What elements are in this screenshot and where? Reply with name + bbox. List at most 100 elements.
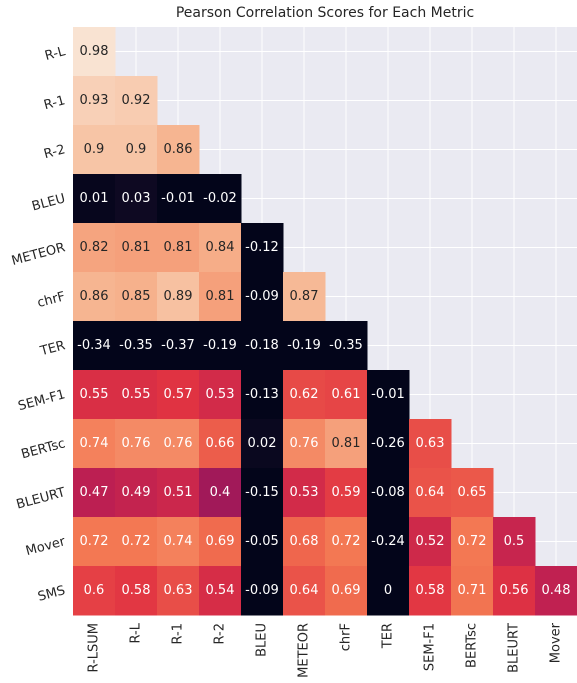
x-tick-label: BLEU: [255, 623, 270, 657]
heatmap-cell: [409, 468, 452, 518]
heatmap-cell: [73, 174, 116, 224]
heatmap-cell: [283, 468, 326, 518]
heatmap-cell: [367, 419, 410, 469]
heatmap-cell: [115, 370, 158, 420]
cell-label: 0.74: [164, 534, 193, 549]
heatmap-cell: [199, 223, 242, 273]
cell-label: 0.69: [332, 583, 361, 598]
cell-label: 0.5: [504, 534, 525, 549]
cell-label: 0.51: [164, 485, 193, 500]
heatmap-cell: [325, 370, 368, 420]
heatmap-cell: [73, 517, 116, 567]
heatmap-cell: [115, 272, 158, 322]
x-tick-label: R-LSUM: [87, 623, 102, 672]
cell-label: 0.63: [416, 436, 445, 451]
heatmap-cell: [325, 517, 368, 567]
cell-label: 0.64: [416, 485, 445, 500]
cell-label: 0.58: [122, 583, 151, 598]
cell-label: 0.74: [80, 436, 109, 451]
cell-label: 0.53: [290, 485, 319, 500]
cell-label: -0.19: [203, 338, 237, 353]
cell-label: -0.35: [119, 338, 153, 353]
cell-label: 0.61: [332, 387, 361, 402]
heatmap-cell: [451, 517, 494, 567]
heatmap-cell: [241, 468, 284, 518]
x-tick-label: Mover: [549, 622, 564, 663]
heatmap-cell: [367, 566, 410, 616]
cell-label: 0.72: [122, 534, 151, 549]
heatmap-cell: [73, 370, 116, 420]
y-tick-label: METEOR: [10, 240, 67, 269]
heatmap-cell: [199, 517, 242, 567]
y-tick-label: Mover: [24, 534, 67, 559]
heatmap-cell: [367, 370, 410, 420]
heatmap-cell: [73, 223, 116, 273]
heatmap-cell: [241, 419, 284, 469]
cell-label: -0.24: [371, 534, 405, 549]
cell-label: 0.52: [416, 534, 445, 549]
heatmap-cell: [241, 223, 284, 273]
heatmap-cell: [157, 419, 200, 469]
cell-label: 0.59: [332, 485, 361, 500]
y-tick-label: SEM-F1: [17, 387, 67, 414]
heatmap-cell: [73, 272, 116, 322]
cell-label: -0.18: [245, 338, 279, 353]
y-tick-label: BERTsc: [20, 436, 67, 462]
heatmap-cell: [157, 566, 200, 616]
cell-label: 0.69: [206, 534, 235, 549]
heatmap-cell: [367, 468, 410, 518]
y-tick-label: chrF: [36, 289, 67, 311]
heatmap-cell: [157, 468, 200, 518]
cell-label: -0.12: [245, 240, 279, 255]
cell-label: -0.13: [245, 387, 279, 402]
heatmap-cell: [73, 76, 116, 126]
heatmap-cell: [493, 517, 536, 567]
cell-label: -0.15: [245, 485, 279, 500]
heatmap-cell: [409, 517, 452, 567]
cell-label: 0.63: [164, 583, 193, 598]
heatmap-cell: [157, 321, 200, 371]
heatmap-cell: [199, 321, 242, 371]
heatmap-cell: [535, 566, 577, 616]
heatmap-cell: [157, 370, 200, 420]
cell-label: 0.01: [80, 191, 109, 206]
cell-label: 0.82: [80, 240, 109, 255]
heatmap-cell: [115, 223, 158, 273]
cell-label: 0.86: [80, 289, 109, 304]
heatmap-cell: [115, 468, 158, 518]
heatmap-cell: [283, 419, 326, 469]
heatmap-cell: [283, 370, 326, 420]
cell-label: -0.26: [371, 436, 405, 451]
heatmap-cell: [241, 517, 284, 567]
cell-label: 0.9: [126, 142, 147, 157]
cell-label: 0.81: [206, 289, 235, 304]
cell-label: 0.55: [80, 387, 109, 402]
cell-label: 0.89: [164, 289, 193, 304]
heatmap-cell: [493, 566, 536, 616]
cell-label: 0.64: [290, 583, 319, 598]
heatmap-cell: [241, 370, 284, 420]
cell-label: 0.71: [458, 583, 487, 598]
x-tick-label: R-1: [171, 623, 186, 644]
y-tick-label: BLEURT: [15, 485, 67, 512]
cell-label: 0.87: [290, 289, 319, 304]
heatmap-cell: [325, 566, 368, 616]
cell-label: 0.86: [164, 142, 193, 157]
chart-title: Pearson Correlation Scores for Each Metr…: [176, 5, 474, 21]
cell-label: -0.19: [287, 338, 321, 353]
heatmap-cell: [115, 76, 158, 126]
cell-label: 0.66: [206, 436, 235, 451]
cell-label: 0.72: [80, 534, 109, 549]
heatmap-cell: [409, 566, 452, 616]
heatmap-cell: [241, 321, 284, 371]
heatmap-cell: [199, 419, 242, 469]
cell-label: 0.58: [416, 583, 445, 598]
heatmap-cell: [283, 272, 326, 322]
heatmap-cell: [409, 419, 452, 469]
heatmap-cell: [451, 468, 494, 518]
cell-label: 0.81: [122, 240, 151, 255]
heatmap-cell: [283, 517, 326, 567]
cell-label: 0.6: [84, 583, 105, 598]
heatmap-cell: [283, 321, 326, 371]
heatmap-cell: [157, 223, 200, 273]
